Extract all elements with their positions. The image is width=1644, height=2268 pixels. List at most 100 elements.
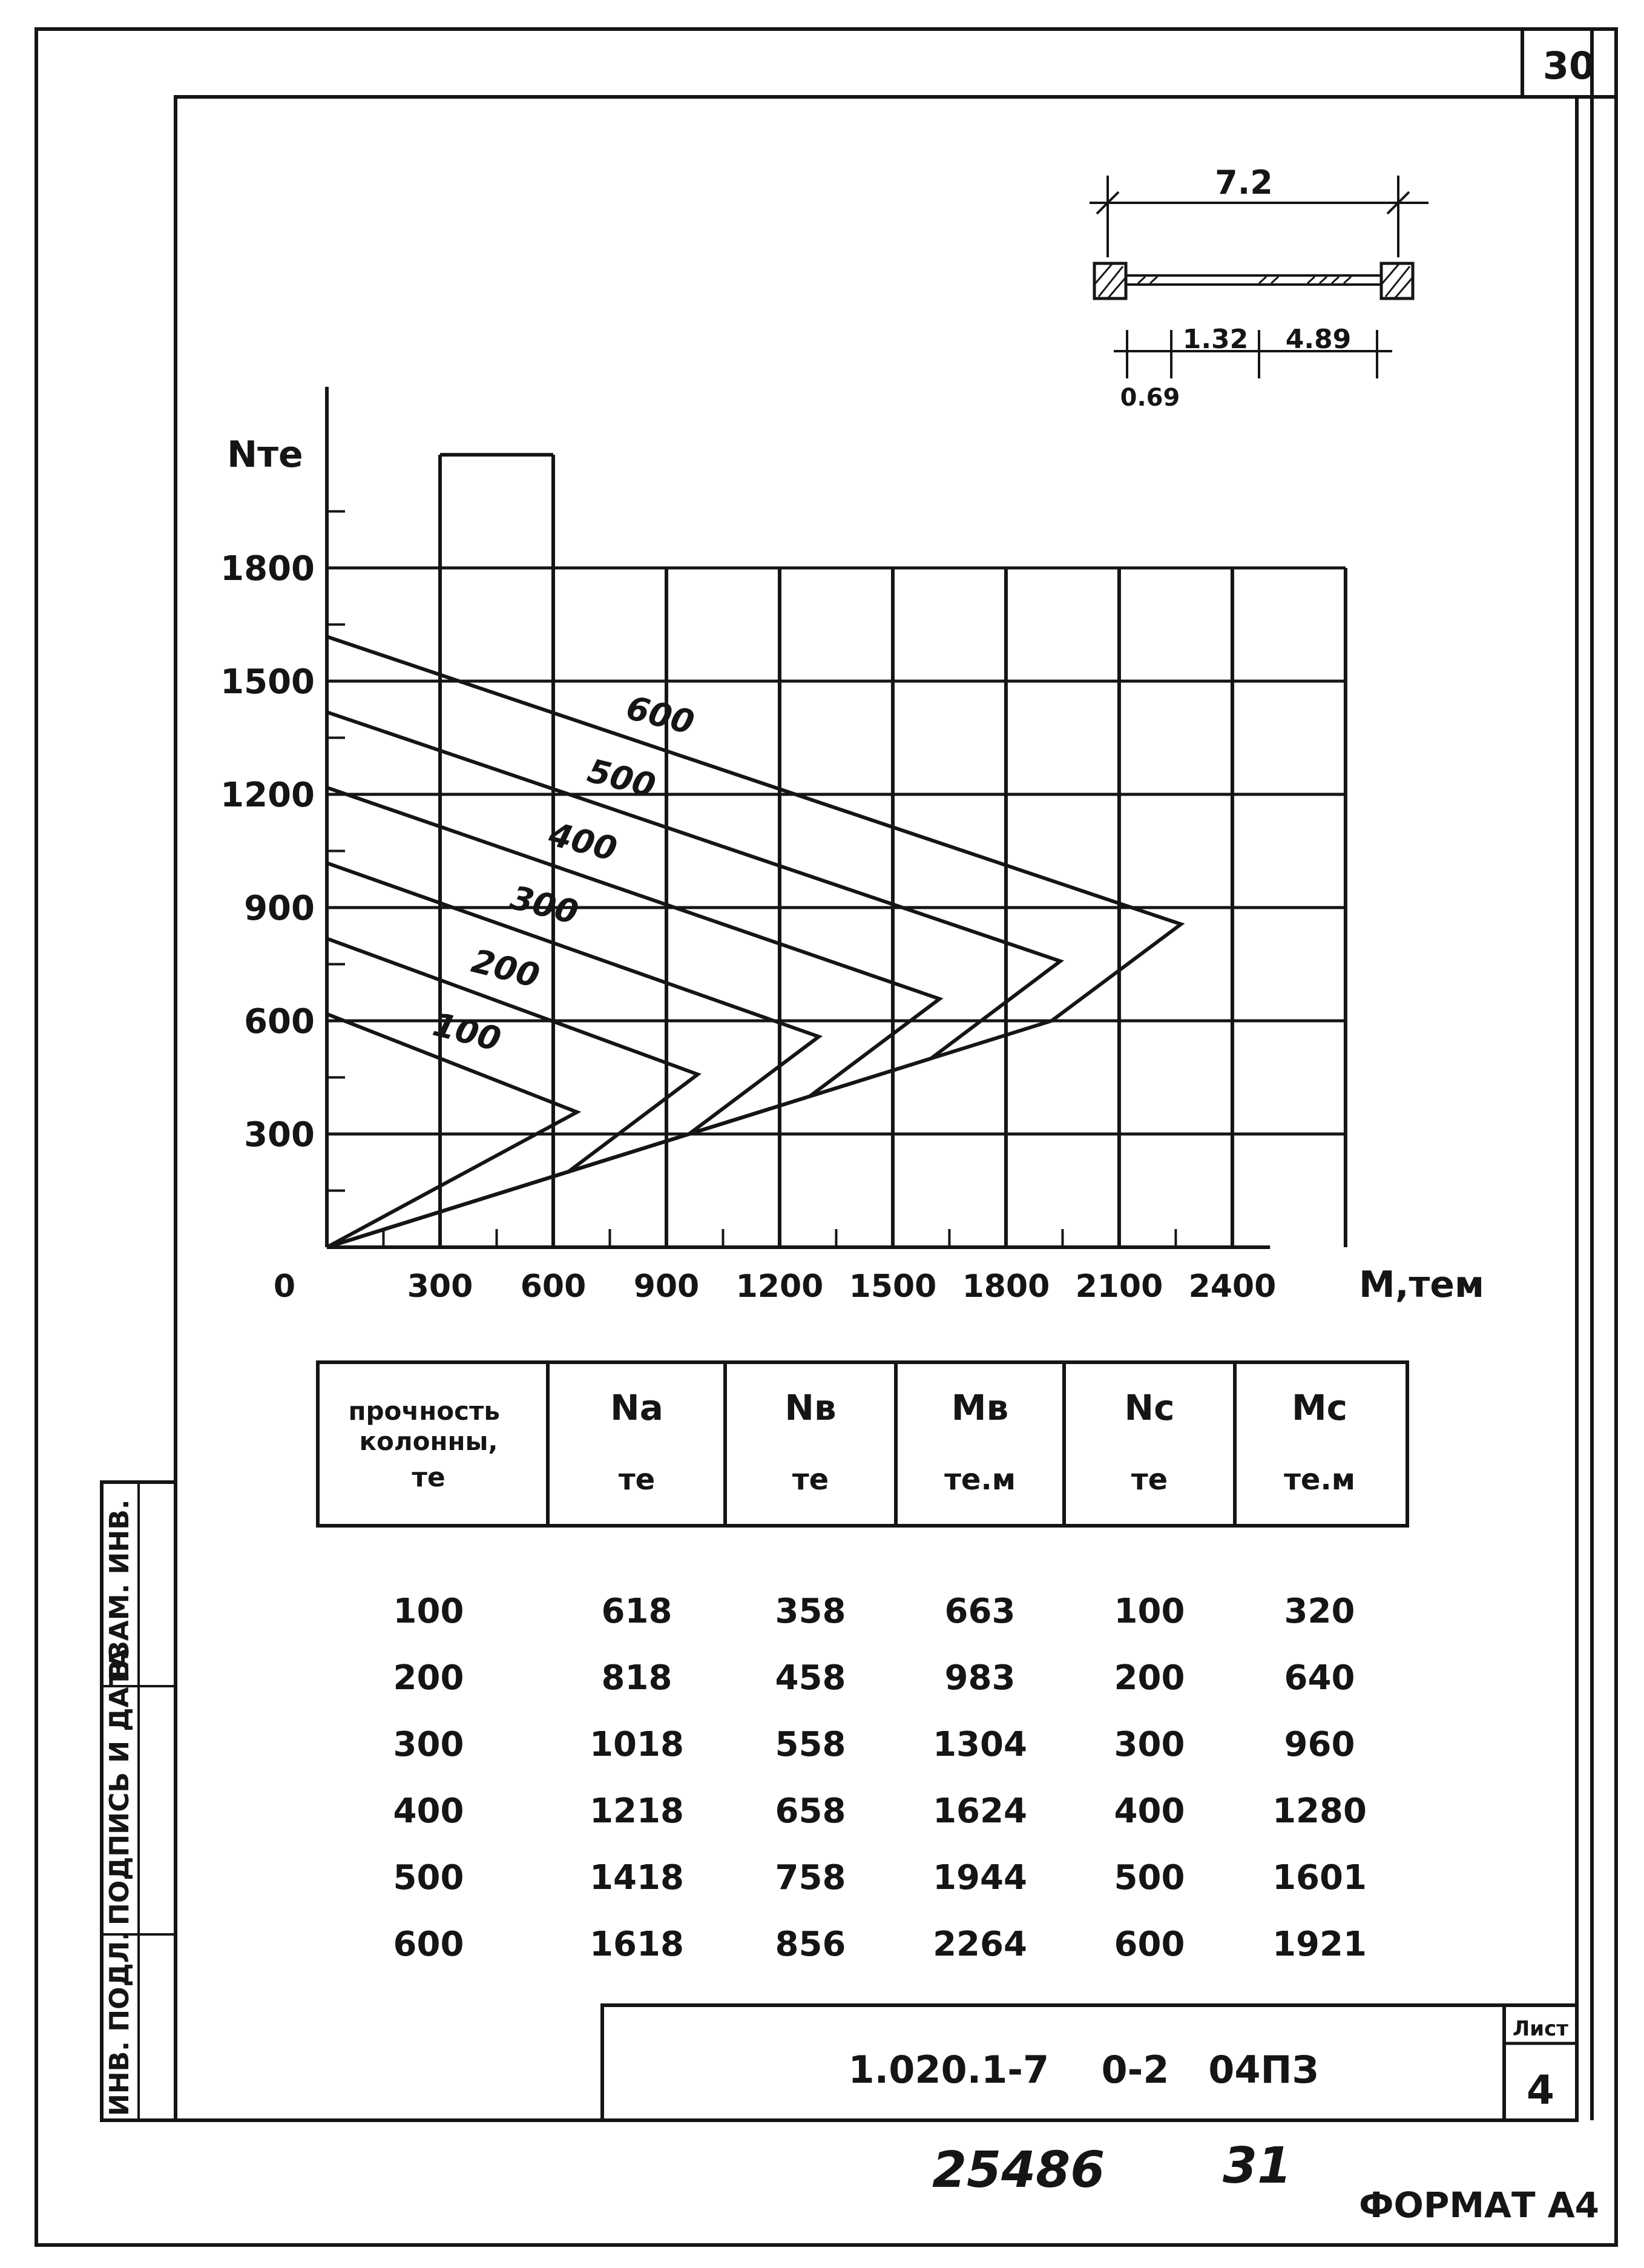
x-tick-label-300: 300 [407,1268,473,1305]
table-cell: 100 [1114,1592,1185,1631]
series-line-600 [326,635,1185,1249]
table-cell: 200 [1114,1658,1185,1698]
y-tick-label-1200: 1200 [220,776,315,815]
table-cell: 300 [393,1725,464,1764]
y-tick-label-600: 600 [244,1002,315,1041]
table-cell: 100 [393,1592,464,1631]
table-row: 200 818 458 983 200 640 [393,1658,1355,1698]
section-overall-width: 7.2 [1215,163,1273,202]
table-cell: 1624 [933,1792,1027,1831]
table-cell: 758 [775,1858,846,1897]
table-cell: 658 [775,1792,846,1831]
stamp-vzam-inv: ВЗАМ. ИНВ. [104,1499,135,1680]
series-label-200: 200 [468,941,544,995]
y-tick-label-1800: 1800 [220,549,315,588]
header-strength-line1: прочность [348,1396,499,1426]
header-nc-unit: те [1131,1463,1168,1497]
sheet-value: 4 [1527,2067,1554,2114]
origin-label: 0 [274,1268,295,1305]
y-axis-label: Nте [227,433,303,476]
x-tick-label-600: 600 [521,1268,587,1305]
sheet-number-box: 30 [1521,27,1618,99]
stamp-podpis-data: ПОДПИСЬ И ДАТА [104,1648,135,1925]
table-cell: 358 [775,1592,846,1631]
series-line-100 [326,1012,582,1249]
table-cell: 818 [602,1658,672,1698]
table-cell: 1944 [933,1858,1027,1897]
header-strength-line2: колонны, [360,1426,498,1456]
side-stamp: ИНВ. ПОДЛ. ПОДПИСЬ И ДАТА ВЗАМ. ИНВ. [100,1480,177,2122]
outer-frame [35,27,1618,2247]
table-cell: 300 [1114,1725,1185,1764]
interaction-chart: 300 600 900 1200 1500 1800 2100 2400 300 600 900 12… [220,386,1484,1306]
table-cell: 400 [1114,1792,1185,1831]
header-mb: Мв [952,1387,1008,1428]
x-tick-label-1500: 1500 [849,1268,937,1305]
table-cell: 458 [775,1658,846,1698]
series-label-400: 400 [545,815,621,869]
header-mc-unit: те.м [1284,1463,1355,1497]
header-mb-unit: те.м [944,1463,1016,1497]
designation: 1.020.1-7 0-2 04ПЗ [849,2048,1319,2092]
table-cell: 618 [602,1592,672,1631]
header-mc: Мc [1292,1387,1347,1428]
table-cell: 1018 [590,1725,684,1764]
table-cell: 960 [1284,1725,1355,1764]
format-label: ФОРМАТ А4 [1359,2184,1599,2226]
table-row: 100 618 358 663 100 320 [393,1592,1355,1631]
table-cell: 400 [393,1792,464,1831]
x-tick-label-2100: 2100 [1076,1268,1163,1305]
table-cell: 600 [393,1925,464,1964]
header-na-unit: те [619,1463,655,1497]
table-cell: 1601 [1272,1858,1367,1897]
header-nb-unit: те [792,1463,829,1497]
series-label-600: 600 [622,688,698,742]
table-row: 600 1618 856 2264 600 1921 [393,1925,1367,1964]
section-dim-c: 0.69 [1120,384,1180,412]
y-tick-label-300: 300 [244,1115,315,1155]
header-strength-unit: те [412,1462,445,1493]
table-header: прочность колонны, те Na те Nв те Мв те.… [316,1360,1409,1528]
series-label-500: 500 [584,751,660,805]
handwritten-left: 25486 [932,2141,1105,2199]
table-row: 400 1218 658 1624 400 1280 [393,1792,1367,1831]
section-dim-b: 4.89 [1286,324,1352,355]
table-row: 300 1018 558 1304 300 960 [393,1725,1355,1764]
table-cell: 500 [1114,1858,1185,1897]
section-dim-a: 1.32 [1183,324,1249,355]
table-cell: 663 [945,1592,1016,1631]
header-nb: Nв [784,1387,836,1428]
table-cell: 983 [945,1658,1016,1698]
table-cell: 640 [1284,1658,1355,1698]
table-cell: 2264 [933,1925,1027,1964]
y-tick-label-1500: 1500 [220,662,315,702]
stamp-inv-podl: ИНВ. ПОДЛ. [104,1931,135,2116]
table-cell: 856 [775,1925,846,1964]
table-cell: 1218 [590,1792,684,1831]
y-tick-label-900: 900 [244,889,315,928]
x-tick-label-900: 900 [634,1268,700,1305]
handwritten-right: 31 [1223,2137,1292,2195]
table-row: 500 1418 758 1944 500 1601 [393,1858,1367,1897]
table-cell: 200 [393,1658,464,1698]
table-cell: 500 [393,1858,464,1897]
table-cell: 600 [1114,1925,1185,1964]
header-na: Na [610,1387,663,1428]
x-tick-label-2400: 2400 [1189,1268,1277,1305]
table-cell: 1280 [1272,1792,1367,1831]
header-strength: прочность колонны, [348,1396,508,1456]
series-label-300: 300 [507,879,582,932]
table-cell: 1304 [933,1725,1027,1764]
table-cell: 558 [775,1725,846,1764]
series-line-400 [326,785,944,1249]
table-cell: 320 [1284,1592,1355,1631]
sheet-number: 30 [1543,44,1595,88]
table-cell: 1921 [1272,1925,1367,1964]
x-axis-label: М,тем [1359,1264,1484,1306]
x-tick-label-1200: 1200 [736,1268,824,1305]
header-nc: Nc [1125,1387,1175,1428]
table-cell: 1418 [590,1858,684,1897]
section-sketch: 7.2 1.32 4.89 0.69 [1090,163,1429,412]
table-body: 100 618 358 663 100 320 200 818 458 983 200 640 300 1… [393,1592,1367,1964]
